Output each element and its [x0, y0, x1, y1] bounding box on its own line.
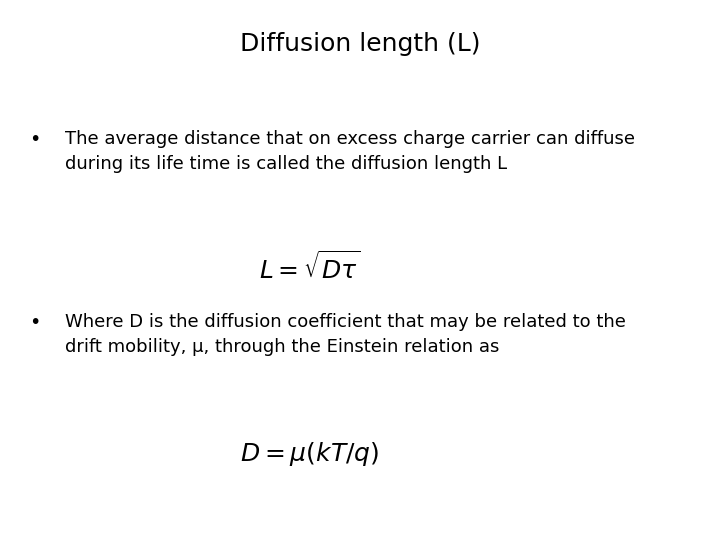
- Text: •: •: [29, 130, 40, 148]
- Text: Diffusion length (L): Diffusion length (L): [240, 32, 480, 56]
- Text: $L = \sqrt{D\tau}$: $L = \sqrt{D\tau}$: [258, 251, 361, 284]
- Text: The average distance that on excess charge carrier can diffuse
during its life t: The average distance that on excess char…: [65, 130, 635, 173]
- Text: $D = \mu(kT / q)$: $D = \mu(kT / q)$: [240, 440, 379, 468]
- Text: Where D is the diffusion coefficient that may be related to the
drift mobility, : Where D is the diffusion coefficient tha…: [65, 313, 626, 356]
- Text: •: •: [29, 313, 40, 332]
